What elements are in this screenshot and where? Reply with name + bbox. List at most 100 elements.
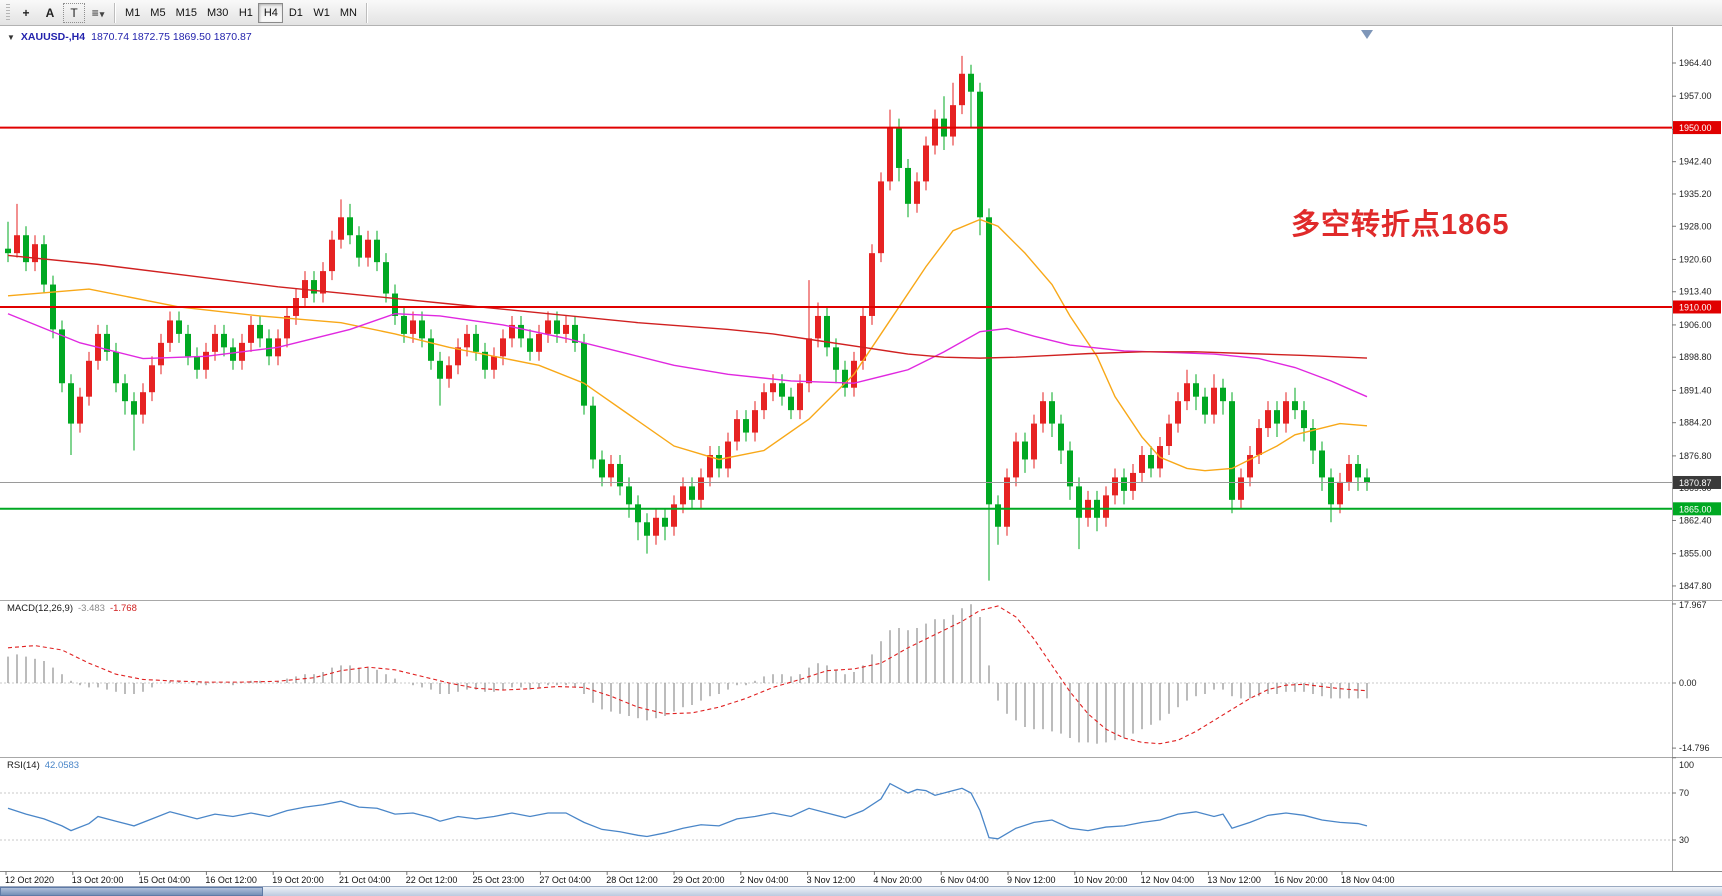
price-tick-label: 1928.00 [1679,221,1712,231]
text-frame-tool-button[interactable]: T [63,2,85,23]
candle-body [1220,387,1226,402]
price-badge-1870.87 [1673,475,1721,489]
timeframe-button-h1[interactable]: H1 [233,3,258,23]
chart-title[interactable]: ▼ XAUUSD-,H4 1870.74 1872.75 1869.50 187… [7,31,252,43]
timeframe-button-m1[interactable]: M1 [120,3,145,23]
candle-body [680,486,686,505]
timeframe-button-d1[interactable]: D1 [283,3,308,23]
crosshair-tool-button[interactable]: + [15,3,37,23]
candle-body [356,235,362,258]
price-badge-1950.00 [1673,121,1721,135]
candle-body [122,383,128,402]
candle-body [482,351,488,370]
candle-body [1355,463,1361,478]
chart-annotation-text[interactable]: 多空转折点1865 [1291,209,1510,241]
timeframe-button-m5[interactable]: M5 [145,3,170,23]
candle-body [158,342,164,366]
time-label: 13 Nov 12:00 [1207,875,1261,885]
candle-body [545,320,551,334]
candle-body [140,392,146,415]
price-badge-label: 1910.00 [1679,302,1712,312]
candle-body [473,333,479,352]
candle-body [1238,477,1244,500]
candle-body [338,217,344,240]
candle-body [86,360,92,397]
timeframe-button-h4[interactable]: H4 [258,2,284,23]
scrollbar-thumb[interactable] [0,887,263,896]
candle-body [203,351,209,370]
timeframe-button-w1[interactable]: W1 [308,3,335,23]
candle-body [113,351,119,384]
chart-ohlc-values: 1870.74 1872.75 1869.50 1870.87 [91,31,252,43]
candle-body [734,419,740,442]
candle-body [1130,472,1136,491]
time-label: 28 Oct 12:00 [606,875,658,885]
price-tick-label: 1884.20 [1679,418,1712,428]
candle-body [923,145,929,182]
candle-body [707,454,713,478]
candle-body [284,315,290,339]
candle-body [1193,383,1199,397]
timeframe-button-mn[interactable]: MN [335,3,362,23]
candle-body [959,73,965,106]
candle-body [599,459,605,478]
candle-body [1211,387,1217,415]
candle-body [554,320,560,334]
candle-body [617,463,623,487]
candle-body [878,181,884,254]
candle-body [995,504,1001,527]
candle-body [815,315,821,339]
candle-body [1346,463,1352,482]
candle-body [311,280,317,294]
price-tick-label: 1906.00 [1679,320,1712,330]
candle-body [68,383,74,424]
candle-body [860,315,866,361]
candle-body [401,315,407,334]
time-label: 12 Nov 04:00 [1141,875,1195,885]
candle-body [1022,441,1028,460]
timeframe-button-m15[interactable]: M15 [171,3,202,23]
candle-body [968,73,974,92]
candle-body [563,324,569,334]
rsi-scale-label: 70 [1679,788,1689,798]
price-tick-label: 1957.00 [1679,91,1712,101]
horizontal-scrollbar[interactable] [0,886,1722,896]
candle-body [176,320,182,334]
macd-scale-label: 0.00 [1679,678,1697,688]
toolbar-drag-handle[interactable] [6,3,10,22]
candle-body [347,217,353,236]
time-label: 3 Nov 12:00 [807,875,856,885]
candle-body [662,517,668,527]
candle-body [824,315,830,348]
time-label: 18 Nov 04:00 [1341,875,1395,885]
candle-body [770,383,776,393]
candle-body [59,329,65,384]
candle-body [23,235,29,263]
macd-indicator-header: MACD(12,26,9) -3.483 -1.768 [7,603,137,614]
chart-shift-marker[interactable] [1361,30,1373,39]
candle-body [248,324,254,343]
price-tick-label: 1942.40 [1679,157,1712,167]
timeframe-button-m30[interactable]: M30 [202,3,233,23]
candle-body [1283,401,1289,424]
candle-body [1049,401,1055,424]
candle-body [428,338,434,361]
candle-body [671,504,677,527]
text-label-tool-button[interactable]: A [39,3,61,23]
candle-body [5,248,11,254]
candle-body [527,338,533,352]
time-label: 22 Oct 12:00 [406,875,458,885]
candle-body [131,401,137,415]
candle-body [437,360,443,379]
chart-collapse-icon[interactable]: ▼ [7,32,15,42]
price-badge-label: 1950.00 [1679,123,1712,133]
candle-body [797,383,803,411]
candle-body [887,127,893,182]
candle-body [320,271,326,294]
candle-body [383,262,389,294]
time-label: 10 Nov 20:00 [1074,875,1128,885]
candle-body [410,320,416,334]
objects-menu-button[interactable]: ≡▾ [87,3,109,23]
price-tick-label: 1920.60 [1679,254,1712,264]
